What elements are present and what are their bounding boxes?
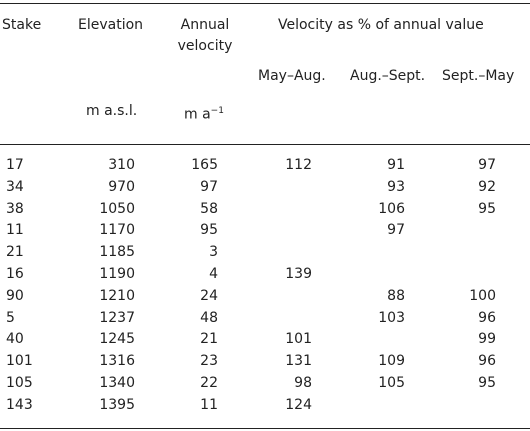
cell: 93 bbox=[387, 178, 405, 195]
header-unit: m a.s.l. bbox=[86, 103, 138, 119]
cell: 970 bbox=[108, 178, 135, 195]
cell: 22 bbox=[200, 375, 218, 391]
cell: 97 bbox=[387, 222, 405, 239]
cell: 1245 bbox=[99, 331, 135, 348]
cell: 1210 bbox=[99, 287, 135, 304]
cell: 24 bbox=[200, 287, 218, 304]
bottom-rule bbox=[0, 428, 530, 429]
cell: 131 bbox=[285, 353, 312, 370]
cell: 95 bbox=[200, 222, 218, 239]
cell: 101 bbox=[285, 331, 312, 348]
cell: 96 bbox=[478, 309, 496, 326]
cell: 96 bbox=[478, 353, 496, 370]
cell: 92 bbox=[478, 178, 496, 195]
cell: 1237 bbox=[99, 309, 135, 326]
cell: 105 bbox=[6, 375, 33, 391]
cell: 5 bbox=[6, 309, 15, 326]
cell: 97 bbox=[478, 157, 496, 173]
top-rule bbox=[0, 3, 530, 4]
cell: 105 bbox=[378, 375, 405, 391]
cell: 1340 bbox=[99, 375, 135, 391]
cell: 1395 bbox=[99, 396, 135, 413]
cell: 165 bbox=[191, 157, 218, 173]
cell: 40 bbox=[6, 331, 24, 348]
cell: 124 bbox=[285, 396, 312, 413]
cell: 91 bbox=[387, 157, 405, 173]
cell: 109 bbox=[378, 353, 405, 370]
cell: 112 bbox=[285, 157, 312, 173]
header-rule bbox=[0, 144, 530, 145]
cell: 11 bbox=[6, 222, 24, 239]
cell: 58 bbox=[200, 200, 218, 217]
cell: 98 bbox=[294, 375, 312, 391]
header-elevation: Elevation bbox=[78, 17, 144, 33]
header-annual: velocity bbox=[177, 38, 233, 54]
header-unit: m a−1 bbox=[184, 102, 224, 124]
cell: 99 bbox=[478, 331, 496, 348]
unit-superscript: −1 bbox=[210, 106, 224, 116]
cell: 90 bbox=[6, 287, 24, 304]
cell: 143 bbox=[6, 396, 33, 413]
cell: 21 bbox=[6, 244, 24, 261]
cell: 95 bbox=[478, 200, 496, 217]
cell: 1185 bbox=[99, 244, 135, 261]
cell: 1170 bbox=[99, 222, 135, 239]
cell: 100 bbox=[469, 287, 496, 304]
cell: 23 bbox=[200, 353, 218, 370]
cell: 1316 bbox=[99, 353, 135, 370]
header-period: Aug.–Sept. bbox=[350, 68, 426, 84]
header-annual: Annual bbox=[180, 17, 230, 33]
cell: 97 bbox=[200, 178, 218, 195]
cell: 103 bbox=[378, 309, 405, 326]
cell: 310 bbox=[108, 157, 135, 173]
cell: 4 bbox=[209, 266, 218, 282]
cell: 17 bbox=[6, 157, 24, 173]
header-period: Sept.–May bbox=[442, 68, 515, 84]
header-velocity-pct: Velocity as % of annual value bbox=[278, 17, 484, 33]
cell: 106 bbox=[378, 200, 405, 217]
header-period: May–Aug. bbox=[258, 68, 326, 84]
cell: 21 bbox=[200, 331, 218, 348]
cell: 3 bbox=[209, 244, 218, 261]
cell: 1050 bbox=[99, 200, 135, 217]
cell: 1190 bbox=[99, 266, 135, 282]
header-stake: Stake bbox=[2, 17, 42, 33]
cell: 88 bbox=[387, 287, 405, 304]
cell: 139 bbox=[285, 266, 312, 282]
cell: 101 bbox=[6, 353, 33, 370]
cell: 16 bbox=[6, 266, 24, 282]
cell: 38 bbox=[6, 200, 24, 217]
cell: 34 bbox=[6, 178, 24, 195]
cell: 95 bbox=[478, 375, 496, 391]
cell: 11 bbox=[200, 396, 218, 413]
cell: 48 bbox=[200, 309, 218, 326]
unit-text: m a bbox=[184, 106, 211, 123]
